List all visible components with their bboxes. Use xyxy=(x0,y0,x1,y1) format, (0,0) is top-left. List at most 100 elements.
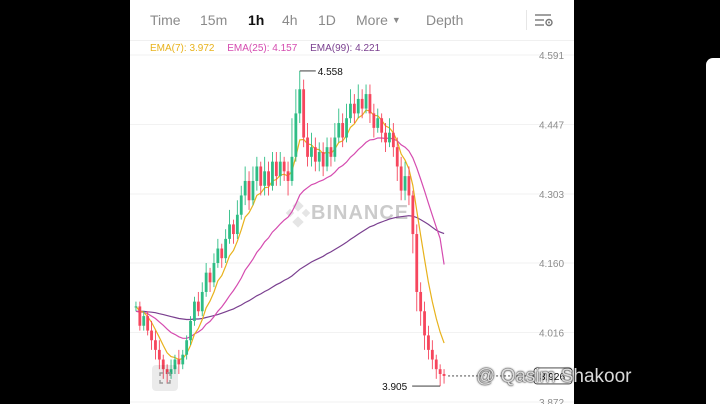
candle-body xyxy=(333,137,337,157)
candlestick-chart[interactable]: 4.558 3.905 3.926 4.591 4.447 4.303 4.160 4.01… xyxy=(130,40,574,404)
candle-body xyxy=(255,166,259,181)
tab-divider xyxy=(526,10,527,30)
current-price-tag xyxy=(533,367,573,385)
candle-body xyxy=(302,89,306,138)
candle-body xyxy=(430,349,434,360)
binance-watermark: BINANCE xyxy=(311,202,410,224)
candle-body xyxy=(239,195,243,215)
candle-body xyxy=(251,180,255,201)
tab-depth[interactable]: Depth xyxy=(426,12,464,28)
price-axis-label: 4.591 xyxy=(539,51,564,62)
candle-body xyxy=(391,132,395,148)
candle-body xyxy=(173,359,177,370)
grid xyxy=(130,54,574,403)
candle-body xyxy=(165,369,169,375)
tab-4h[interactable]: 4h xyxy=(282,12,298,28)
candle-body xyxy=(274,161,278,177)
candle-body xyxy=(282,161,286,172)
candle-body xyxy=(345,118,348,138)
ema-legend: EMA(7): 3.972 EMA(25): 4.157 EMA(99): 4.… xyxy=(150,43,390,54)
candle-body xyxy=(134,306,138,308)
tab-1d[interactable]: 1D xyxy=(318,12,336,28)
candle-body xyxy=(380,118,384,133)
candle-body xyxy=(341,123,345,138)
price-axis: 4.591 4.447 4.303 4.160 4.016 3.872 xyxy=(539,51,564,404)
candle-body xyxy=(442,374,446,376)
tab-time[interactable]: Time xyxy=(150,12,181,28)
candle-body xyxy=(306,137,309,157)
price-axis-label: 4.447 xyxy=(539,120,564,131)
candle-body xyxy=(403,176,407,191)
candle-body xyxy=(271,161,274,186)
caret-down-icon: ▼ xyxy=(391,15,401,25)
candle-body xyxy=(360,98,364,109)
tab-more[interactable]: More ▼ xyxy=(356,12,401,28)
scroll-handle[interactable] xyxy=(706,58,720,404)
candle-body xyxy=(232,224,235,235)
candle-body xyxy=(415,234,419,292)
kline-panel: Time 15m 1h 4h 1D More ▼ Depth EMA(7): 3.… xyxy=(130,0,574,404)
candle-body xyxy=(196,301,200,312)
ema99-line xyxy=(136,215,445,321)
candle-body xyxy=(185,340,189,355)
candle-body xyxy=(395,147,399,167)
candle-body xyxy=(181,354,185,365)
binance-logo-icon xyxy=(285,200,311,228)
low-marker-label: 3.905 xyxy=(382,382,407,393)
candle-body xyxy=(423,311,426,336)
candle-body xyxy=(154,340,157,350)
candle-body xyxy=(267,171,270,186)
candle-body xyxy=(310,147,313,157)
candle-body xyxy=(349,103,352,119)
candle-body xyxy=(325,147,329,167)
candle-body xyxy=(337,123,341,138)
candle-body xyxy=(376,118,380,128)
candle-body xyxy=(259,166,263,186)
ema25-label: EMA(25): 4.157 xyxy=(227,43,298,54)
candle-body xyxy=(146,316,150,331)
price-axis-label: 3.872 xyxy=(539,398,564,404)
price-axis-label: 4.016 xyxy=(539,329,564,340)
candle-body xyxy=(317,152,321,162)
candle-body xyxy=(193,301,196,321)
candle-body xyxy=(419,291,423,312)
candle-body xyxy=(290,156,294,181)
candle-body xyxy=(204,272,208,292)
candle-body xyxy=(329,147,333,157)
candle-body xyxy=(434,359,438,370)
expand-icon[interactable] xyxy=(152,365,178,391)
candle-body xyxy=(313,147,317,162)
candle-body xyxy=(411,195,415,235)
candle-body xyxy=(247,180,251,201)
candle-body xyxy=(399,166,403,191)
candle-body xyxy=(384,132,387,143)
candle-body xyxy=(286,171,290,181)
candle-body xyxy=(212,263,216,283)
chart-settings-icon[interactable] xyxy=(534,12,554,28)
candle-body xyxy=(278,161,282,177)
candle-body xyxy=(352,103,356,114)
overlay-diamond-icon xyxy=(479,371,499,391)
ema7-label: EMA(7): 3.972 xyxy=(150,43,215,54)
tab-15m[interactable]: 15m xyxy=(200,12,228,28)
tab-more-label: More xyxy=(356,12,388,28)
tab-1h[interactable]: 1h xyxy=(248,12,265,28)
candle-body xyxy=(138,306,142,326)
candle-body xyxy=(228,224,231,239)
candle-body xyxy=(298,89,302,114)
current-price-label: 3.926 xyxy=(540,372,565,383)
ema25-line xyxy=(135,137,445,339)
high-marker-label: 4.558 xyxy=(318,67,343,78)
candle-body xyxy=(235,214,239,235)
candle-body xyxy=(161,359,165,370)
candle-body xyxy=(368,94,372,114)
candle-body xyxy=(200,291,204,312)
candle-body xyxy=(438,369,442,375)
candle-body xyxy=(294,113,298,157)
candle-body xyxy=(427,335,430,350)
candles xyxy=(134,70,446,387)
candle-body xyxy=(208,272,212,283)
candle-body xyxy=(169,369,173,375)
candle-body xyxy=(150,330,153,341)
candle-body xyxy=(321,152,325,167)
